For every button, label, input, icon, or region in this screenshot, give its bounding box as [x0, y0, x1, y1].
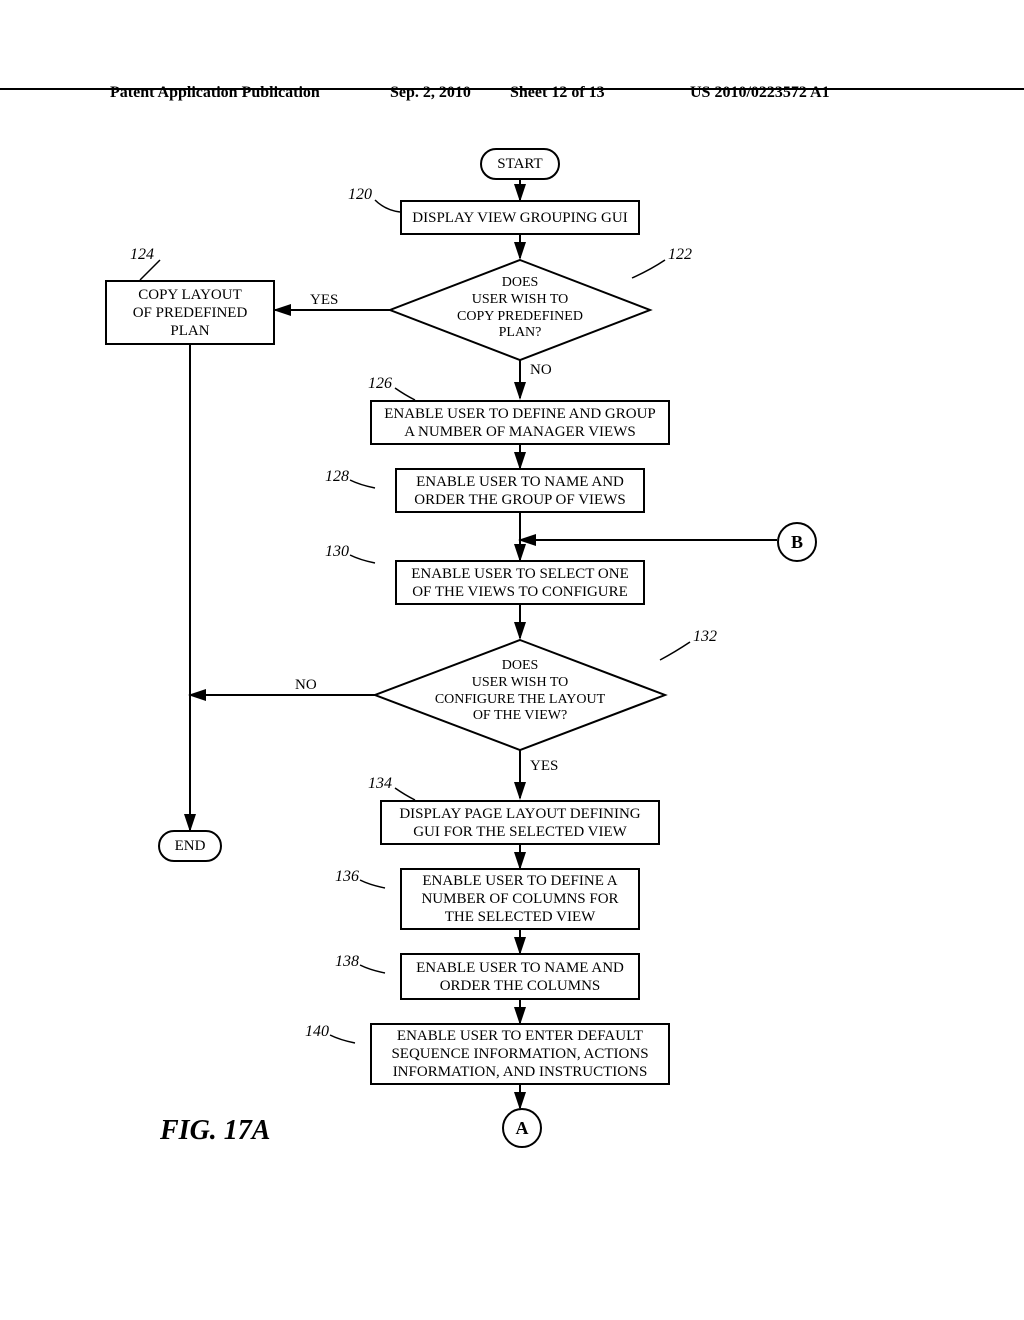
- process-124-text: COPY LAYOUTOF PREDEFINEDPLAN: [133, 286, 248, 340]
- process-126-text: ENABLE USER TO DEFINE AND GROUPA NUMBER …: [384, 405, 656, 441]
- decision-122-text: DOESUSER WISH TOCOPY PREDEFINEDPLAN?: [430, 275, 610, 342]
- figure-label: FIG. 17A: [160, 1115, 270, 1147]
- ref-122: 122: [668, 246, 692, 264]
- connector-b: B: [777, 522, 817, 562]
- end-label: END: [175, 837, 206, 855]
- edge-132-no: NO: [295, 677, 317, 694]
- process-130: ENABLE USER TO SELECT ONEOF THE VIEWS TO…: [395, 560, 645, 605]
- ref-120: 120: [348, 186, 372, 204]
- process-128-text: ENABLE USER TO NAME ANDORDER THE GROUP O…: [414, 473, 625, 509]
- start-terminator: START: [480, 148, 560, 180]
- ref-138: 138: [335, 953, 359, 971]
- process-140: ENABLE USER TO ENTER DEFAULTSEQUENCE INF…: [370, 1023, 670, 1085]
- process-138: ENABLE USER TO NAME ANDORDER THE COLUMNS: [400, 953, 640, 1000]
- process-126: ENABLE USER TO DEFINE AND GROUPA NUMBER …: [370, 400, 670, 445]
- process-140-text: ENABLE USER TO ENTER DEFAULTSEQUENCE INF…: [391, 1027, 648, 1081]
- page: Patent Application Publication Sep. 2, 2…: [0, 0, 1024, 1320]
- process-120-text: DISPLAY VIEW GROUPING GUI: [412, 209, 627, 227]
- start-label: START: [497, 155, 542, 173]
- ref-134: 134: [368, 775, 392, 793]
- edge-132-yes: YES: [530, 758, 558, 775]
- connector-b-label: B: [791, 532, 803, 553]
- process-130-text: ENABLE USER TO SELECT ONEOF THE VIEWS TO…: [411, 565, 629, 601]
- decision-132-text: DOESUSER WISH TOCONFIGURE THE LAYOUTOF T…: [430, 658, 610, 725]
- process-136-text: ENABLE USER TO DEFINE ANUMBER OF COLUMNS…: [421, 872, 618, 926]
- process-124: COPY LAYOUTOF PREDEFINEDPLAN: [105, 280, 275, 345]
- process-128: ENABLE USER TO NAME ANDORDER THE GROUP O…: [395, 468, 645, 513]
- end-terminator: END: [158, 830, 222, 862]
- connector-a: A: [502, 1108, 542, 1148]
- connector-a-label: A: [516, 1118, 529, 1139]
- ref-136: 136: [335, 868, 359, 886]
- edge-122-no: NO: [530, 362, 552, 379]
- ref-132: 132: [693, 628, 717, 646]
- ref-124: 124: [130, 246, 154, 264]
- ref-140: 140: [305, 1023, 329, 1041]
- process-134: DISPLAY PAGE LAYOUT DEFININGGUI FOR THE …: [380, 800, 660, 845]
- process-136: ENABLE USER TO DEFINE ANUMBER OF COLUMNS…: [400, 868, 640, 930]
- process-138-text: ENABLE USER TO NAME ANDORDER THE COLUMNS: [416, 959, 624, 995]
- ref-128: 128: [325, 468, 349, 486]
- ref-126: 126: [368, 375, 392, 393]
- process-134-text: DISPLAY PAGE LAYOUT DEFININGGUI FOR THE …: [399, 805, 640, 841]
- ref-130: 130: [325, 543, 349, 561]
- process-120: DISPLAY VIEW GROUPING GUI: [400, 200, 640, 235]
- edge-122-yes: YES: [310, 292, 338, 309]
